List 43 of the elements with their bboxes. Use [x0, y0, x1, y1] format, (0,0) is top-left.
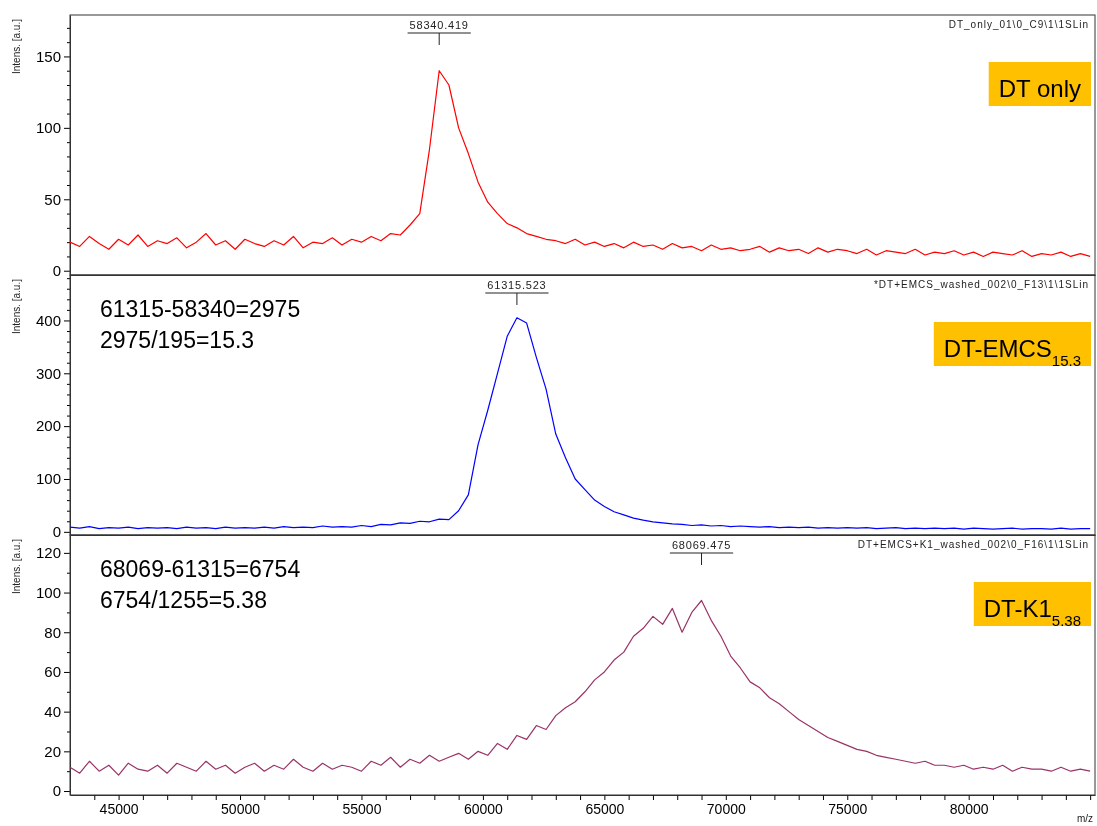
y-axis-title: Intens. [a.u.]	[11, 538, 22, 595]
y-tick-label: 300	[35, 364, 61, 382]
line-series	[69, 70, 1091, 258]
chart-subtitle: *DT+EMCS_washed_002\0_F13\1\1SLin	[873, 279, 1089, 290]
y-tick-label: 120	[35, 544, 61, 562]
annotation: 68069-61315=6754	[100, 556, 301, 582]
x-tick-label: 80000	[949, 800, 989, 817]
y-tick-label: 100	[35, 583, 61, 601]
y-tick-label: 0	[52, 782, 61, 800]
y-tick-label: 0	[52, 262, 61, 280]
annotation: 61315.523	[487, 279, 547, 291]
annotation: 68069.475	[671, 539, 732, 551]
x-tick-label: 70000	[706, 800, 746, 817]
x-tick-label: 65000	[585, 800, 625, 817]
y-tick-label: 0	[52, 523, 61, 541]
annotation: 2975/195=15.3	[100, 327, 255, 353]
y-tick-label: 400	[35, 311, 61, 329]
line-series	[69, 317, 1091, 530]
chart-subtitle: DT_only_01\0_C9\1\1SLin	[948, 19, 1089, 30]
x-tick-label: 55000	[342, 800, 382, 817]
annotation: 58340.419	[409, 19, 469, 31]
annotation: 61315-58340=2975	[100, 296, 301, 322]
x-tick-label: 45000	[99, 800, 139, 817]
chart-subtitle: DT+EMCS+K1_washed_002\0_F16\1\1SLin	[857, 539, 1089, 550]
y-tick-label: 50	[44, 190, 61, 208]
text: DT-K1$_{5.38}$	[983, 595, 1081, 629]
y-tick-label: 40	[44, 702, 61, 720]
x-tick-label: 60000	[463, 800, 504, 817]
x-axis-title: m/z	[1076, 813, 1093, 824]
y-tick-label: 60	[44, 663, 61, 681]
y-tick-label: 150	[35, 47, 61, 65]
annotation: 6754/1255=5.38	[100, 587, 267, 613]
y-tick-label: 20	[44, 742, 61, 760]
y-tick-label: 200	[35, 417, 61, 435]
x-tick-label: 75000	[828, 800, 868, 817]
x-tick-label: 50000	[221, 800, 261, 817]
y-axis-title: Intens. [a.u.]	[11, 18, 22, 75]
y-tick-label: 80	[44, 623, 61, 641]
y-tick-label: 100	[35, 119, 61, 137]
y-axis-title: Intens. [a.u.]	[11, 278, 22, 335]
text: DT-EMCS$_{15.3}$	[943, 335, 1081, 369]
text: DT only	[998, 75, 1081, 102]
y-tick-label: 100	[35, 470, 61, 488]
